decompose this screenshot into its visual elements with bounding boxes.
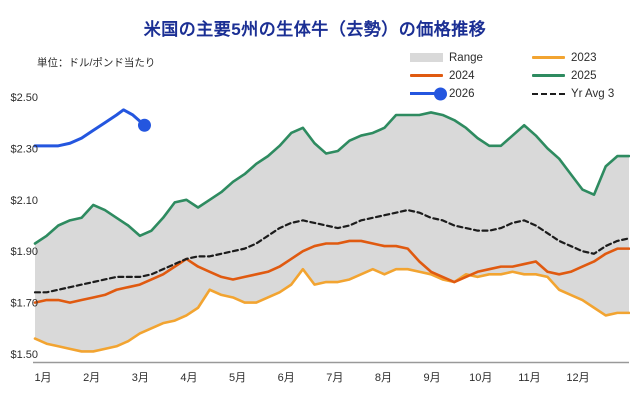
series-line-2024 [33, 239, 630, 304]
current-point-dot-icon [434, 87, 447, 100]
unit-label: 単位：ドル/ポンド当たり [37, 57, 156, 69]
series-line-2023 [33, 267, 630, 353]
series-line-2025 [33, 111, 630, 245]
legend-item-range: Range [410, 51, 532, 64]
x-tick-label: 10月 [469, 372, 492, 384]
x-tick-label: 12月 [566, 372, 589, 384]
series-line-2026 [33, 108, 146, 148]
x-tick-label: 3月 [132, 372, 149, 384]
legend-label: 2026 [449, 87, 475, 100]
x-tick-label: 2月 [83, 372, 100, 384]
y-tick-label: $2.50 [10, 92, 38, 104]
legend-swatch-range [410, 53, 443, 62]
y-tick-label: $2.10 [10, 195, 38, 207]
y-tick-label: $2.30 [10, 143, 38, 155]
x-tick-label: 8月 [375, 372, 392, 384]
y-tick-label: $1.90 [10, 246, 38, 258]
chart-title: 米国の主要5州の生体牛（去勢）の価格推移 [143, 20, 487, 39]
legend-label: 2023 [571, 51, 597, 64]
x-tick-label: 11月 [518, 372, 540, 384]
legend-swatch-2024 [410, 74, 443, 77]
legend-item-2026: 2026 [410, 87, 532, 100]
legend-swatch-2026 [410, 87, 447, 100]
legend-label: 2025 [571, 69, 597, 82]
series-line-yr-avg-3 [33, 208, 630, 294]
y-tick-label: $1.50 [10, 349, 38, 361]
legend-swatch-2023 [532, 56, 565, 59]
series-2026-end-dot-icon [137, 118, 151, 132]
legend-item-2025: 2025 [532, 69, 630, 82]
x-tick-label: 7月 [326, 372, 343, 384]
x-tick-label: 1月 [34, 372, 51, 384]
legend-swatch-2025 [532, 74, 565, 77]
x-tick-label: 4月 [180, 372, 197, 384]
x-tick-label: 6月 [278, 372, 295, 384]
range-band [35, 112, 629, 352]
legend-item-2024: 2024 [410, 69, 532, 82]
legend-swatch-yr-avg-3 [532, 92, 565, 95]
legend-item-2023: 2023 [532, 51, 630, 64]
legend-label: Yr Avg 3 [571, 87, 615, 100]
legend-label: 2024 [449, 69, 475, 82]
legend: Range 2023 2024 2025 2026 Yr Avg 3 [410, 51, 630, 100]
x-tick-label: 9月 [424, 372, 441, 384]
legend-label: Range [449, 51, 483, 64]
x-tick-label: 5月 [229, 372, 246, 384]
legend-item-yr-avg-3: Yr Avg 3 [532, 87, 630, 100]
y-tick-label: $1.70 [10, 298, 38, 310]
